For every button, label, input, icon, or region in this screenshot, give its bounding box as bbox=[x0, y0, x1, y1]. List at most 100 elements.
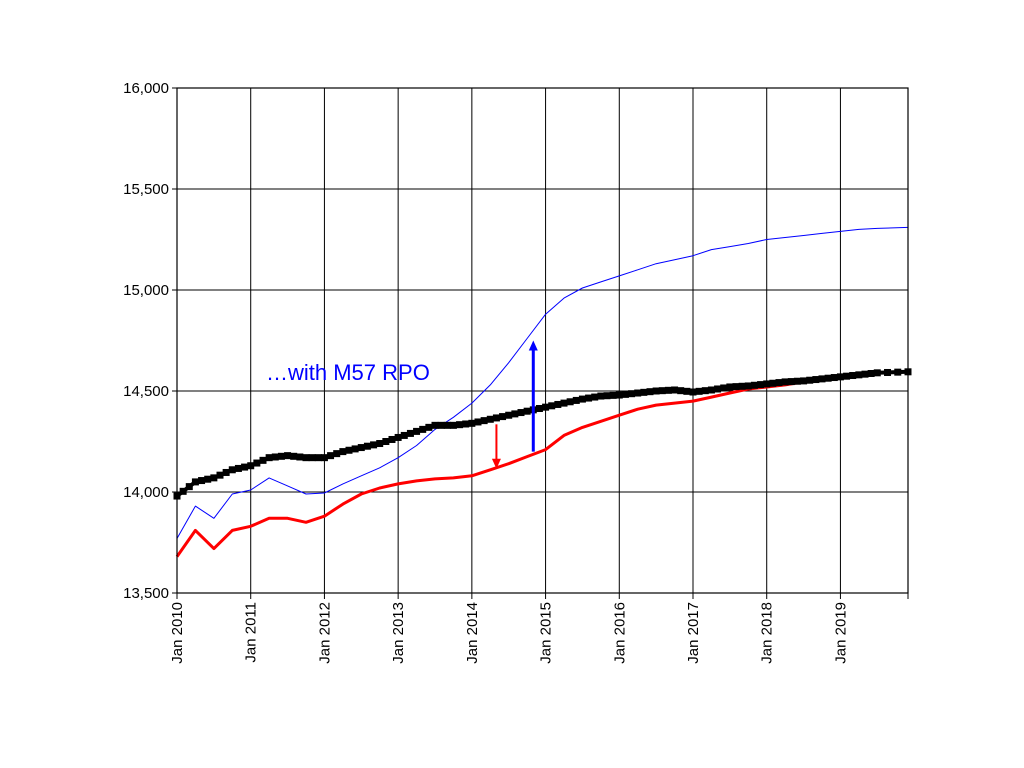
arrow-head bbox=[528, 340, 538, 351]
series-marker bbox=[535, 405, 543, 413]
y-tick-label: 13,500 bbox=[123, 585, 169, 602]
series-marker bbox=[867, 369, 875, 377]
series-marker bbox=[714, 385, 722, 393]
series-marker bbox=[449, 421, 457, 429]
series-line-0 bbox=[175, 369, 909, 498]
series-marker bbox=[308, 454, 316, 462]
series-marker bbox=[486, 415, 494, 423]
series-marker bbox=[628, 390, 636, 398]
x-tick-label: Jan 2013 bbox=[390, 602, 407, 664]
series-marker bbox=[302, 454, 310, 462]
series-marker bbox=[253, 459, 261, 467]
series-marker bbox=[894, 368, 902, 376]
x-tick-label: Jan 2018 bbox=[759, 602, 776, 664]
series-marker bbox=[505, 411, 513, 419]
x-tick-label: Jan 2012 bbox=[316, 602, 333, 664]
y-axis-ticks: 13,500 14,000 14,500 15,000 15,500 16,000 bbox=[123, 80, 177, 602]
series-marker bbox=[640, 388, 648, 396]
series-marker bbox=[843, 372, 851, 380]
series-marker bbox=[763, 380, 771, 388]
series-marker bbox=[652, 387, 660, 395]
series-marker bbox=[462, 420, 470, 428]
annotation-with-m57-rpo: …with M57 RPO bbox=[266, 360, 430, 385]
series-marker bbox=[615, 391, 623, 399]
series-marker bbox=[210, 474, 218, 482]
series-marker bbox=[793, 377, 801, 385]
series-marker bbox=[345, 446, 353, 454]
series-marker bbox=[818, 375, 826, 383]
series-marker bbox=[806, 376, 814, 384]
series-marker bbox=[689, 388, 697, 396]
series-marker bbox=[456, 421, 464, 429]
series-marker bbox=[284, 452, 292, 460]
series-marker bbox=[406, 429, 414, 437]
series-marker bbox=[738, 382, 746, 390]
series-marker bbox=[677, 387, 685, 395]
series-marker bbox=[523, 407, 531, 415]
series-marker bbox=[560, 399, 568, 407]
y-tick-label: 15,500 bbox=[123, 181, 169, 198]
series-marker bbox=[603, 392, 611, 400]
x-tick-label: Jan 2019 bbox=[832, 602, 849, 664]
series-marker bbox=[382, 438, 390, 445]
series-marker bbox=[824, 374, 832, 382]
series-marker bbox=[327, 452, 335, 460]
series-marker bbox=[884, 368, 892, 376]
series-marker bbox=[542, 403, 550, 411]
series-marker bbox=[419, 425, 427, 433]
series-marker bbox=[247, 462, 255, 470]
series-marker bbox=[732, 383, 740, 391]
series-marker bbox=[757, 381, 765, 389]
series-marker bbox=[800, 377, 808, 385]
series-marker bbox=[726, 383, 734, 391]
x-tick-label: Jan 2016 bbox=[611, 602, 628, 664]
series-marker bbox=[290, 452, 298, 460]
series-marker bbox=[265, 454, 273, 462]
series-marker bbox=[363, 442, 371, 450]
series-marker bbox=[572, 396, 580, 404]
series-marker bbox=[849, 372, 857, 380]
series-marker bbox=[499, 413, 507, 421]
series-marker bbox=[277, 452, 285, 460]
series-marker bbox=[198, 477, 206, 485]
series-marker bbox=[443, 421, 451, 429]
series-marker bbox=[296, 453, 304, 461]
series-marker bbox=[701, 387, 709, 395]
series-marker bbox=[517, 409, 525, 417]
x-axis-ticks: Jan 2010 Jan 2011 Jan 2012 Jan 2013 Jan 2014… bbox=[169, 593, 909, 664]
series-marker bbox=[812, 376, 820, 384]
series-marker bbox=[720, 384, 728, 392]
series-marker bbox=[357, 444, 365, 452]
series-marker bbox=[474, 418, 482, 426]
series-marker bbox=[333, 450, 341, 458]
series-marker bbox=[873, 369, 881, 377]
series-marker bbox=[671, 386, 679, 394]
series-marker bbox=[241, 463, 249, 471]
series-marker bbox=[566, 398, 574, 406]
x-tick-label: Jan 2010 bbox=[169, 602, 186, 664]
series-marker bbox=[664, 386, 672, 394]
series-marker bbox=[271, 453, 279, 461]
series-marker bbox=[861, 370, 869, 378]
series-marker bbox=[658, 387, 666, 395]
series-marker bbox=[179, 487, 187, 495]
y-tick-label: 14,500 bbox=[123, 383, 169, 400]
red-down-arrow bbox=[491, 424, 501, 469]
series-marker bbox=[836, 373, 844, 381]
y-tick-label: 16,000 bbox=[123, 80, 169, 97]
series-marker bbox=[695, 387, 703, 395]
series-marker bbox=[234, 464, 242, 472]
series-marker bbox=[191, 478, 199, 486]
series-marker bbox=[388, 435, 396, 443]
series-marker bbox=[781, 378, 789, 386]
y-tick-label: 14,000 bbox=[123, 484, 169, 501]
series-marker bbox=[578, 395, 586, 403]
series-marker bbox=[634, 389, 642, 397]
series-marker bbox=[320, 454, 328, 462]
x-tick-label: Jan 2017 bbox=[685, 602, 702, 664]
series-marker bbox=[222, 468, 230, 476]
series-marker bbox=[591, 393, 599, 401]
x-tick-label: Jan 2015 bbox=[538, 602, 555, 664]
series-marker bbox=[585, 394, 593, 402]
series-marker bbox=[425, 423, 433, 431]
